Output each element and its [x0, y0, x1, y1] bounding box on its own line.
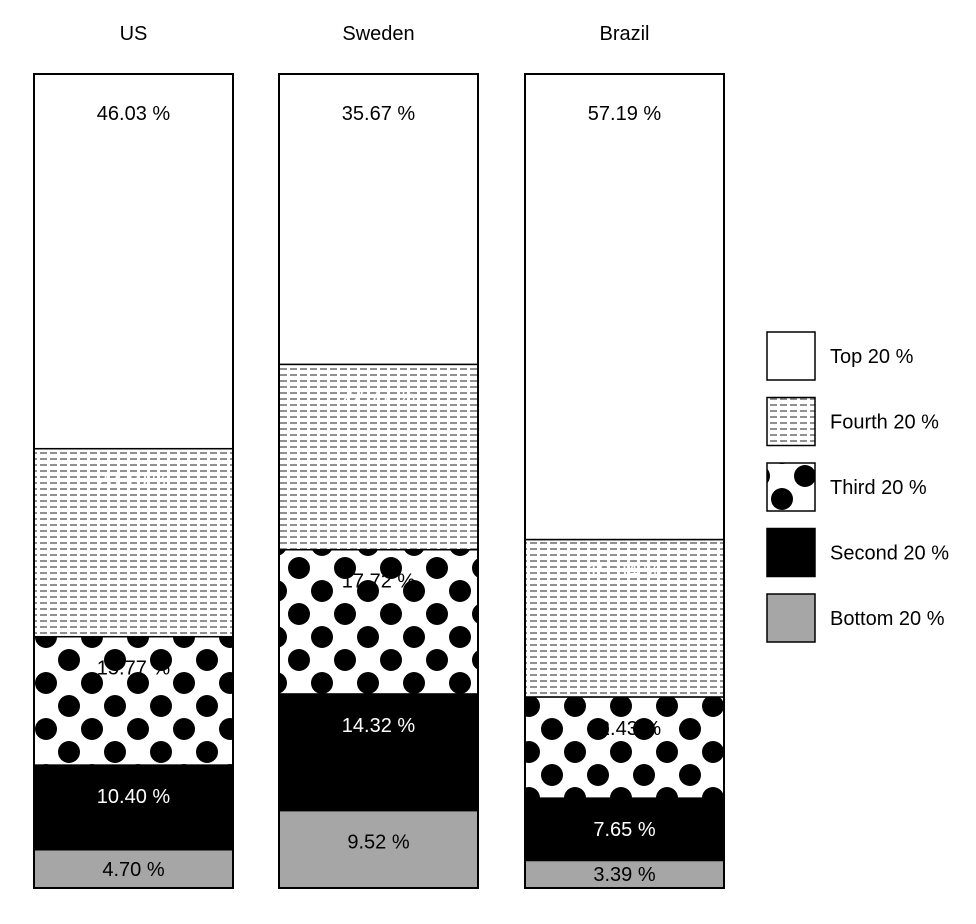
segment-brazil-top-20 [524, 73, 725, 541]
legend-item-second-20: Second 20 % [766, 527, 949, 578]
legend-item-top-20: Top 20 % [766, 331, 914, 381]
bar-brazil: Brazil 3.39 % 7.65 % 12.43 % 19.34 % 57.19 % [524, 23, 725, 889]
segment-us-second-20 [33, 764, 234, 851]
legend-swatch-fourth-20 [766, 396, 816, 447]
bar-outline-us [33, 73, 234, 889]
segment-us-bottom-20 [33, 848, 234, 889]
data-label-sweden-fourth-20: 22.77 % [342, 385, 416, 407]
legend-swatch-third-20 [766, 462, 816, 512]
data-label-brazil-top-20: 57.19 % [588, 103, 662, 125]
segment-brazil-third-20 [524, 696, 725, 799]
bar-outline-brazil [524, 73, 725, 889]
category-label-us: US [120, 23, 148, 45]
legend-swatch-top-20 [766, 331, 816, 381]
data-label-brazil-second-20: 7.65 % [593, 819, 655, 841]
legend-swatch-bottom-20 [766, 593, 816, 643]
bar-us: US 4.70 % 10.40 % 15.77 % 23.10 % 46.03 % [33, 23, 234, 889]
data-label-brazil-bottom-20: 3.39 % [593, 864, 655, 886]
legend-item-fourth-20: Fourth 20 % [766, 396, 939, 447]
legend-item-bottom-20: Bottom 20 % [766, 593, 945, 643]
data-label-us-second-20: 10.40 % [97, 786, 171, 808]
data-label-brazil-fourth-20: 19.34 % [588, 561, 662, 583]
data-label-us-third-20: 15.77 % [97, 658, 171, 680]
legend-label-second-20: Second 20 % [830, 543, 949, 565]
data-label-sweden-bottom-20: 9.52 % [347, 832, 409, 854]
data-label-brazil-third-20: 12.43 % [588, 718, 662, 740]
data-label-sweden-second-20: 14.32 % [342, 715, 416, 737]
legend-label-bottom-20: Bottom 20 % [830, 608, 945, 630]
segment-us-third-20 [33, 635, 234, 766]
data-label-sweden-third-20: 17.72 % [342, 571, 416, 593]
bars-group: US 4.70 % 10.40 % 15.77 % 23.10 % 46.03 % Swed… [33, 23, 725, 889]
legend-item-third-20: Third 20 % [766, 462, 927, 512]
legend-label-third-20: Third 20 % [830, 477, 927, 499]
data-label-us-fourth-20: 23.10 % [97, 470, 171, 492]
category-label-brazil: Brazil [599, 23, 649, 45]
legend-label-top-20: Top 20 % [830, 346, 914, 368]
category-label-sweden: Sweden [342, 23, 414, 45]
data-label-us-bottom-20: 4.70 % [102, 859, 164, 881]
data-label-sweden-top-20: 35.67 % [342, 103, 416, 125]
segment-sweden-fourth-20 [278, 363, 479, 551]
legend-swatch-second-20 [766, 527, 816, 578]
legend-label-fourth-20: Fourth 20 % [830, 412, 939, 434]
bar-sweden: Sweden 9.52 % 14.32 % 17.72 % 22.77 % 35.67 % [278, 23, 479, 889]
bar-outline-sweden [278, 73, 479, 889]
segment-sweden-second-20 [278, 693, 479, 812]
segment-us-top-20 [33, 73, 234, 450]
legend: Top 20 % Fourth 20 % Third 20 % Second 20 %… [766, 331, 949, 643]
data-label-us-top-20: 46.03 % [97, 103, 171, 125]
